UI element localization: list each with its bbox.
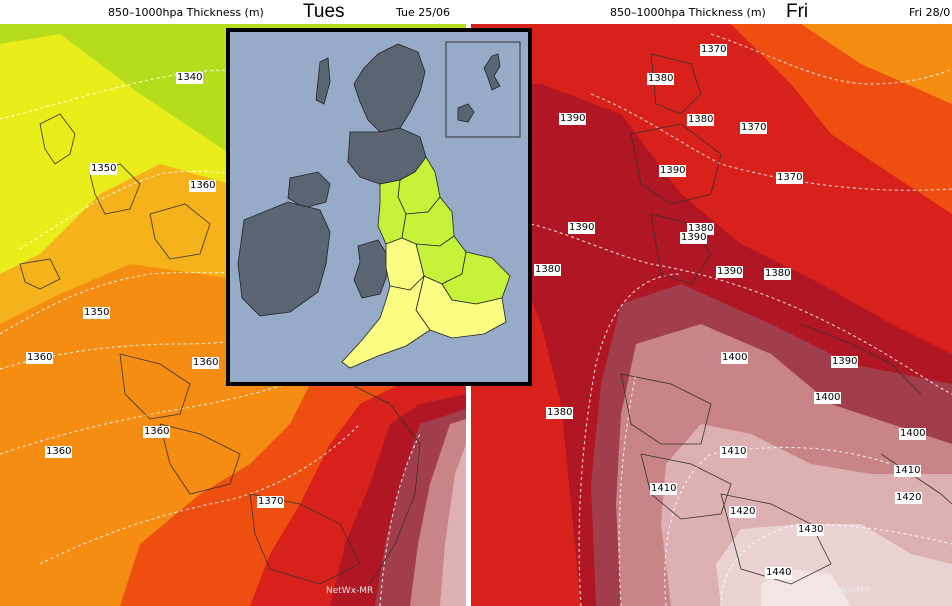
contour-label: 1410 bbox=[650, 483, 678, 495]
contour-label: 1400 bbox=[814, 392, 842, 404]
contour-label: 1350 bbox=[83, 307, 111, 319]
western-isles bbox=[315, 57, 331, 105]
ireland bbox=[237, 201, 331, 317]
contour-label: 1350 bbox=[90, 163, 118, 175]
contour-label: 1420 bbox=[895, 492, 923, 504]
contour-label: 1360 bbox=[26, 352, 54, 364]
contour-label: 1370 bbox=[740, 122, 768, 134]
contour-label: 1340 bbox=[176, 72, 204, 84]
date-label: Tue 25/06 bbox=[396, 6, 450, 19]
thickness-map-friday: 850–1000hpa Thickness (m) Fri Fri 28/0 1… bbox=[471, 0, 952, 606]
contour-label: 1380 bbox=[647, 73, 675, 85]
contour-label: 1360 bbox=[143, 426, 171, 438]
contour-label: 1380 bbox=[546, 407, 574, 419]
contour-label: 1390 bbox=[568, 222, 596, 234]
northern-ireland bbox=[287, 171, 331, 209]
uk-regions-inset bbox=[226, 28, 532, 386]
contour-label: 1380 bbox=[687, 114, 715, 126]
contour-label: 1390 bbox=[680, 232, 708, 244]
contour-label: 1400 bbox=[899, 428, 927, 440]
day-label: Fri bbox=[786, 1, 809, 22]
orkney-islands bbox=[457, 103, 475, 123]
contour-lines bbox=[530, 33, 952, 606]
south-west-england bbox=[341, 274, 431, 369]
contour-label: 1390 bbox=[831, 356, 859, 368]
coastlines bbox=[19, 113, 421, 585]
uk-regions-map bbox=[237, 41, 521, 369]
shetland-islands bbox=[483, 53, 501, 91]
inset-sea bbox=[230, 32, 528, 382]
contour-label: 1390 bbox=[559, 113, 587, 125]
contour-label: 1440 bbox=[765, 567, 793, 579]
chart-title: 850–1000hpa Thickness (m) bbox=[108, 6, 264, 19]
contour-label: 1420 bbox=[729, 506, 757, 518]
contour-label: 1360 bbox=[189, 180, 217, 192]
day-label: Tues bbox=[303, 1, 345, 22]
contour-label: 1390 bbox=[659, 165, 687, 177]
date-label: Fri 28/0 bbox=[909, 6, 951, 19]
wales bbox=[353, 239, 389, 299]
contour-label: 1360 bbox=[192, 357, 220, 369]
contour-label: 1370 bbox=[776, 172, 804, 184]
contour-label: 1370 bbox=[257, 496, 285, 508]
header-strip-tuesday: 850–1000hpa Thickness (m) Tues Tue 25/06 bbox=[0, 0, 466, 24]
contour-label: 1380 bbox=[534, 264, 562, 276]
contour-label: 1360 bbox=[45, 446, 73, 458]
contour-label: 1370 bbox=[700, 44, 728, 56]
thickness-field-friday bbox=[471, 24, 952, 606]
contour-label: 1390 bbox=[716, 266, 744, 278]
northern-scotland bbox=[353, 43, 426, 133]
chart-title: 850–1000hpa Thickness (m) bbox=[610, 6, 766, 19]
contour-label: 1430 bbox=[797, 524, 825, 536]
contour-label: 1400 bbox=[721, 352, 749, 364]
band-1420 bbox=[440, 444, 466, 606]
contour-label: 1410 bbox=[894, 465, 922, 477]
contour-label: 1410 bbox=[720, 446, 748, 458]
model-credit: NetWx-MR bbox=[823, 586, 871, 596]
contour-label: 1380 bbox=[764, 268, 792, 280]
model-credit: NetWx-MR bbox=[326, 586, 374, 596]
shetland-box bbox=[445, 41, 521, 138]
header-strip-friday: 850–1000hpa Thickness (m) Fri Fri 28/0 bbox=[471, 0, 952, 24]
